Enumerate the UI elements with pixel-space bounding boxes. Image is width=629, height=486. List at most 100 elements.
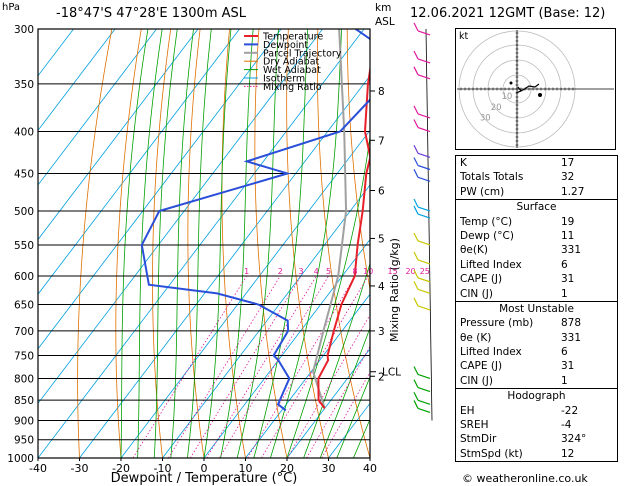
wind-barb-flag bbox=[413, 22, 419, 32]
hodograph-title: Hodograph bbox=[507, 390, 566, 403]
mixing-ratio-line bbox=[287, 314, 370, 458]
dewpoint-line bbox=[140, 29, 370, 412]
mixing-ratio-line bbox=[132, 275, 247, 458]
pressure-tick-label: 850 bbox=[14, 395, 34, 407]
pressure-tick-label: 900 bbox=[14, 415, 34, 427]
mixing-ratio-label: 8 bbox=[353, 267, 358, 276]
pw-value: 1.27 bbox=[561, 185, 585, 198]
surface-li-value: 6 bbox=[561, 258, 568, 271]
wet-adiabat-line bbox=[336, 376, 370, 458]
stmdir-label: StmDir bbox=[460, 433, 497, 446]
pressure-tick-label: 700 bbox=[14, 326, 34, 338]
parcel-trajectory-line bbox=[312, 29, 348, 409]
wind-barb bbox=[417, 288, 431, 294]
hpa-label: hPa bbox=[2, 2, 21, 13]
wind-barb bbox=[417, 113, 431, 119]
legend-entry: Dewpoint bbox=[263, 40, 308, 51]
wind-barb-flag bbox=[413, 400, 419, 409]
wind-barb bbox=[417, 399, 431, 405]
indices-table: K 17 Totals Totals 32 PW (cm) 1.27 Surface … bbox=[455, 155, 618, 463]
isotherm-line bbox=[38, 29, 74, 77]
wind-barb bbox=[417, 206, 431, 212]
isotherm-line bbox=[38, 29, 157, 186]
isotherm-line bbox=[286, 348, 370, 458]
km-tick-label: 3 bbox=[378, 326, 385, 338]
wind-barb bbox=[417, 176, 431, 182]
wind-barb-flag bbox=[413, 157, 419, 166]
hodo-ring-label: 30 bbox=[480, 114, 491, 124]
wind-barb-flag bbox=[413, 169, 419, 178]
mixing-ratio-label: 2 bbox=[278, 267, 283, 276]
mixing-ratio-label: 4 bbox=[314, 267, 319, 276]
temp-tick-label: -30 bbox=[71, 462, 89, 475]
isotherm-line bbox=[38, 29, 116, 132]
wind-barb bbox=[417, 74, 431, 80]
k-label: K bbox=[460, 157, 467, 169]
mu-cin-value: 1 bbox=[561, 374, 568, 387]
wet-adiabat-line bbox=[120, 29, 149, 458]
wet-adiabat-line bbox=[270, 29, 342, 458]
legend-entry: Dry Adiabat bbox=[263, 57, 320, 68]
wind-barb bbox=[417, 30, 431, 36]
x-axis-label: Dewpoint / Temperature (°C) bbox=[111, 471, 298, 486]
km-tick-label: 5 bbox=[378, 233, 385, 245]
storm-motion-dot bbox=[538, 93, 542, 97]
wind-barb-flag bbox=[413, 379, 419, 388]
lcl-label: LCL bbox=[382, 367, 401, 379]
wind-barb bbox=[417, 373, 431, 380]
pw-label: PW (cm) bbox=[460, 185, 505, 198]
mixing-ratio-label: 10 bbox=[363, 267, 373, 276]
wind-barb-flag bbox=[413, 391, 419, 401]
temp-tick-label: 20 bbox=[280, 462, 294, 475]
surface-temp-label: Temp (°C) bbox=[460, 215, 513, 228]
legend-entry: Isotherm bbox=[263, 74, 305, 85]
wind-barb bbox=[417, 407, 431, 414]
mu-theta-label: θe (K) bbox=[460, 331, 492, 344]
credit-footer: © weatheronline.co.uk bbox=[462, 472, 588, 485]
mixing-ratio-line bbox=[206, 275, 317, 458]
wind-barb-flag bbox=[413, 105, 419, 115]
pressure-tick-label: 400 bbox=[14, 127, 34, 139]
mixing-ratio-axis-label: Mixing Ratio (g/kg) bbox=[388, 238, 401, 342]
pressure-tick-label: 950 bbox=[14, 435, 34, 447]
mixing-ratio-label: 5 bbox=[326, 267, 331, 276]
km-tick-label: 7 bbox=[378, 135, 385, 147]
tt-value: 32 bbox=[561, 171, 575, 184]
isotherm-line bbox=[203, 238, 370, 458]
legend-entry: Temperature bbox=[262, 32, 323, 43]
isotherm-line bbox=[38, 29, 323, 405]
mixing-ratio-line bbox=[219, 275, 329, 458]
wind-barb-flag bbox=[413, 251, 419, 261]
wind-barb-flag bbox=[413, 119, 419, 128]
wet-adiabat-line bbox=[253, 29, 309, 458]
most-unstable-title: Most Unstable bbox=[499, 302, 574, 315]
surface-dewp-label: Dewp (°C) bbox=[460, 229, 514, 242]
isotherm-line bbox=[38, 29, 365, 458]
legend-entry: Wet Adiabat bbox=[263, 65, 321, 76]
pressure-tick-label: 550 bbox=[14, 240, 34, 252]
hodo-ring-label: 10 bbox=[502, 92, 513, 102]
location-title: -18°47'S 47°28'E 1300m ASL bbox=[56, 6, 247, 21]
wind-barbs bbox=[413, 22, 433, 421]
wind-barb-flag bbox=[413, 50, 419, 60]
wind-barb-flag bbox=[413, 145, 419, 154]
mixing-ratio-line bbox=[168, 275, 281, 458]
asl-label: ASL bbox=[375, 16, 395, 28]
km-tick-label: 8 bbox=[378, 86, 385, 98]
dry-adiabat-line bbox=[346, 29, 370, 292]
datetime-title: 12.06.2021 12GMT (Base: 12) bbox=[410, 6, 606, 21]
wet-adiabat-line bbox=[286, 133, 370, 458]
surface-cape-value: 31 bbox=[561, 273, 575, 286]
surface-cin-value: 1 bbox=[561, 287, 568, 300]
wind-barb-flag bbox=[413, 297, 419, 307]
isotherm-line bbox=[38, 29, 240, 295]
wet-adiabat-line bbox=[137, 29, 163, 458]
wind-barb bbox=[417, 240, 431, 246]
mixing-ratio-label: 3 bbox=[299, 267, 304, 276]
barb-staff-line bbox=[425, 28, 433, 421]
mixing-ratio-label: 1 bbox=[244, 267, 249, 276]
pressure-tick-label: 300 bbox=[14, 24, 34, 36]
